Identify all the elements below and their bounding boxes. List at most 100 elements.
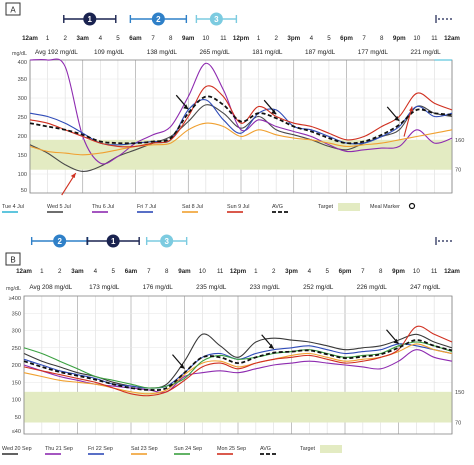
marker-number: 1 [111,237,116,246]
x-tick-label: 3am [77,35,90,42]
series-line [29,95,453,145]
x-tick-label: 12pm [233,35,250,42]
x-tick-label: 4 [94,268,98,275]
legend-label: Sat 8 Jul [182,204,203,210]
y-tick-label: 150 [12,380,21,386]
annotation-arrowhead [268,343,274,349]
series-line [23,325,453,397]
interval-average-label: 177 mg/dL [358,49,389,56]
x-tick-label: 1 [40,268,44,275]
x-tick-label: 5 [325,268,329,275]
x-tick-label: 2 [58,268,62,275]
panel-label-box [5,252,21,266]
x-tick-label: 4 [99,35,103,42]
x-tick-label: 12pm [230,268,247,275]
target-upper-label: 150 [455,390,464,396]
legend-label: Thu 6 Jul [92,204,114,210]
y-tick-label: 150 [18,153,27,159]
y-axis-label: mg/dL [6,286,21,292]
legend: Tue 4 Jul Wed 5 Jul Thu 6 Jul Fri 7 Jul Sat … [2,202,416,213]
x-tick-label: 6am [129,35,142,42]
annotation-arrowhead [271,109,277,115]
marker-circle [106,234,120,248]
legend-label: Target [300,446,315,452]
legend-label: Wed 20 Sep [2,446,32,452]
x-tick-label: 9pm [392,268,405,275]
interval-average-label: 181 mg/dL [252,49,283,56]
y-tick-label: 100 [12,398,21,404]
marker-number: 2 [156,15,161,24]
panel-label: A [10,6,16,15]
y-tick-label: 50 [21,188,27,194]
target-range-band [30,139,452,170]
x-tick-label: 7 [362,35,366,42]
x-tick-label: 10 [413,35,420,42]
x-tick-label: 7 [151,35,155,42]
legend-label: Fri 7 Jul [137,204,156,210]
target-lower-label: 70 [455,421,461,427]
x-tick-label: 12am [444,268,460,275]
x-tick-label: 6am [125,268,138,275]
interval-average-label: 138 mg/dL [147,49,178,56]
x-tick-label: 8 [165,268,169,275]
x-tick-label: 5 [111,268,115,275]
x-tick-label: 1 [257,35,261,42]
legend-label: AVG [272,204,283,210]
y-tick-label: 250 [12,346,21,352]
x-tick-label: 5 [116,35,120,42]
x-tick-label: 10 [202,35,209,42]
plot-frame [29,59,453,194]
annotation-arrowhead [179,363,185,369]
legend-label: Fri 22 Sep [88,446,113,452]
marker-circle [53,234,67,248]
x-tick-label: 12am [22,35,38,42]
x-tick-label: 8 [379,268,383,275]
x-tick-label: 4 [308,268,312,275]
chart-panel-b: B 2 1 3 12am 1 2 3am 4 5 6am 7 8 9am 10 11 12pm 1 2 3pm 4 5 6p… [2,234,464,455]
x-tick-label: 7 [147,268,151,275]
legend-label: Sat 23 Sep [131,446,158,452]
x-tick-label: 9pm [393,35,406,42]
y-tick-label: 100 [18,172,27,178]
legend-label: Thu 21 Sep [45,446,73,452]
annotation-arrow-red [403,106,413,137]
legend-label: AVG [260,446,271,452]
x-tick-label: 11 [431,35,438,42]
legend-label: Wed 5 Jul [47,204,71,210]
marker-number: 1 [88,15,93,24]
interval-average-label: 173 mg/dL [89,284,120,291]
interval-average-label: Avg 192 mg/dL [35,49,78,56]
interval-average-label: 265 mg/dL [200,49,231,56]
x-tick-label: 5 [327,35,331,42]
y-tick-label: ≤40 [12,429,21,435]
marker-number: 2 [57,237,62,246]
interval-average-label: 247 mg/dL [410,284,441,291]
x-tick-label: 3pm [287,35,300,42]
series-line [23,341,453,389]
legend-label: Tue 4 Jul [2,204,24,210]
y-tick-label: 250 [18,115,27,121]
x-tick-label: 9am [178,268,191,275]
target-upper-label: 160 [455,138,464,144]
x-tick-label: 10 [413,268,420,275]
x-tick-label: 3pm [285,268,298,275]
legend-target-swatch [338,203,360,211]
x-tick-label: 6pm [340,35,353,42]
series-line [29,58,453,165]
x-tick-label: 12am [444,35,460,42]
interval-average-label: 235 mg/dL [196,284,227,291]
y-tick-label: 350 [18,77,27,83]
x-tick-label: 6pm [339,268,352,275]
legend-label: Meal Marker [370,204,400,210]
interval-average-label: 233 mg/dL [250,284,281,291]
interval-average-label: 226 mg/dL [357,284,388,291]
legend-label: Target [318,204,333,210]
y-tick-label: 50 [15,415,21,421]
y-tick-label: 200 [12,363,21,369]
x-tick-label: 11 [431,268,438,275]
y-axis-label: mg/dL [12,51,27,57]
legend-label: Sun 24 Sep [174,446,202,452]
chart-panel-a: A 1 2 3 12am 1 2 3am 4 5 6am 7 8 9am 10 11 12pm 1 2 3pm 4 5 6p… [2,2,464,213]
